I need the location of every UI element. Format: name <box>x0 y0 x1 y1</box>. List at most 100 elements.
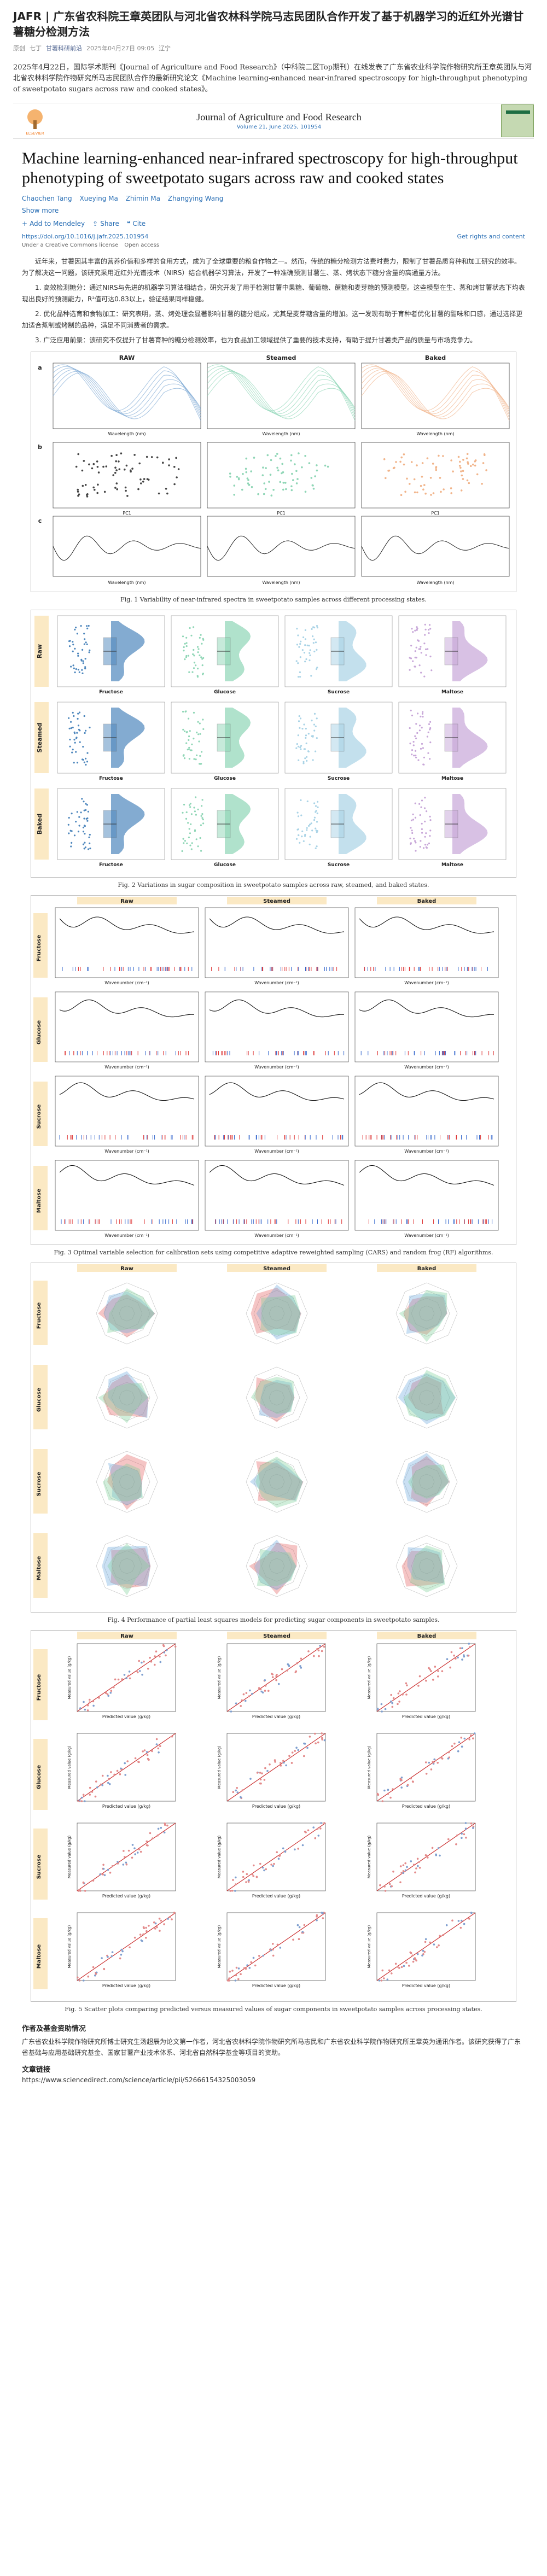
jitter-point <box>423 675 426 677</box>
pca-point <box>413 478 416 481</box>
scatter-point <box>251 1873 254 1876</box>
doi-link[interactable]: https://doi.org/10.1016/j.jafr.2025.1019… <box>22 233 149 240</box>
jitter-point <box>191 743 193 745</box>
radar-series <box>257 1549 296 1586</box>
jitter-point <box>83 801 85 803</box>
sugar-label: Glucose <box>214 690 236 695</box>
scatter-point <box>151 1750 153 1753</box>
radar-grid <box>269 1474 285 1490</box>
jitter-point <box>185 642 188 644</box>
x-axis-label: Wavenumber (cm⁻¹) <box>404 980 449 985</box>
scatter-point <box>297 1749 299 1751</box>
cite-button[interactable]: ❝ Cite <box>126 220 146 227</box>
pca-point <box>459 460 461 463</box>
license-link[interactable]: Under a Creative Commons license <box>22 242 119 248</box>
scatter-point <box>447 1757 450 1760</box>
jitter-point <box>68 816 70 819</box>
scatter-point <box>232 1791 235 1793</box>
jitter-point <box>298 715 300 717</box>
spectrum-line <box>53 364 201 421</box>
jitter-point <box>419 814 421 816</box>
violin-shape <box>111 708 145 768</box>
doi-row: https://doi.org/10.1016/j.jafr.2025.1019… <box>22 233 525 240</box>
jitter-point <box>72 641 74 643</box>
pca-point <box>482 462 485 464</box>
jitter-point <box>188 758 190 760</box>
pca-point <box>400 456 403 459</box>
scatter-point <box>397 1703 399 1705</box>
pca-point <box>131 468 133 470</box>
journal-volume[interactable]: Volume 21, June 2025, 101954 <box>236 124 322 130</box>
scatter-point <box>235 1789 237 1792</box>
fit-line <box>77 1733 176 1802</box>
pca-point <box>282 471 284 474</box>
plot-frame <box>55 1076 199 1147</box>
fit-line <box>376 1643 476 1712</box>
mendeley-button[interactable]: + Add to Mendeley <box>22 220 85 227</box>
show-more-link[interactable]: Show more <box>22 207 59 214</box>
jitter-point <box>183 646 185 649</box>
radar-chart <box>246 1282 308 1345</box>
share-button[interactable]: ⇪ Share <box>92 220 119 227</box>
radar-series <box>403 1370 456 1421</box>
radar-grid <box>418 1305 435 1322</box>
article-url[interactable]: https://www.sciencedirect.com/science/ar… <box>22 2076 256 2084</box>
jitter-point <box>297 828 299 831</box>
scatter-point <box>275 1679 277 1681</box>
scatter-point <box>254 1964 257 1967</box>
jitter-point <box>70 721 72 723</box>
violin-shape <box>339 708 366 768</box>
scatter-point <box>450 1651 453 1654</box>
jitter-point <box>409 669 411 671</box>
scatter-point <box>384 1890 387 1892</box>
scatter-point <box>261 1772 263 1774</box>
plot-frame <box>207 363 356 429</box>
scatter-point <box>89 1794 91 1796</box>
jitter-point <box>316 845 318 848</box>
y-axis-label: Measured value (g/kg) <box>367 1925 371 1968</box>
account-link[interactable]: 甘薯科研前沿 <box>46 45 82 52</box>
jitter-point <box>199 837 201 839</box>
rights-link[interactable]: Get rights and content <box>457 233 525 240</box>
jitter-point <box>201 664 203 667</box>
jitter-point <box>304 661 306 663</box>
author-link[interactable]: Xueying Ma <box>79 195 118 202</box>
scatter-point <box>165 1654 167 1657</box>
scatter-plot: Predicted value (g/kg) Measured value (g/… <box>67 1912 176 1988</box>
scatter-point <box>294 1848 296 1851</box>
scatter-point <box>438 1944 440 1947</box>
scatter-point <box>467 1655 470 1657</box>
jitter-point <box>82 662 84 664</box>
scatter-point <box>133 1936 136 1939</box>
author-link[interactable]: Zhangying Wang <box>167 195 224 202</box>
author-link[interactable]: Chaochen Tang <box>22 195 72 202</box>
pca-point <box>416 491 418 494</box>
jitter-point <box>301 830 304 832</box>
scatter-point <box>158 1918 161 1920</box>
pca-point <box>295 482 298 484</box>
variable-selection-plot: Wavenumber (cm⁻¹) <box>55 1160 199 1238</box>
journal-name[interactable]: Journal of Agriculture and Food Research <box>196 112 362 122</box>
scatter-plot: Predicted value (g/kg) Measured value (g/… <box>367 1732 476 1809</box>
jitter-point <box>202 657 205 659</box>
pca-point <box>97 483 99 486</box>
jitter-point <box>88 624 90 627</box>
pca-point <box>114 471 117 474</box>
pca-point <box>485 469 487 471</box>
pca-point <box>314 475 316 477</box>
scatter-point <box>232 1879 234 1881</box>
scatter-point <box>447 1751 450 1754</box>
scatter-point <box>229 1970 231 1973</box>
jitter-point <box>307 733 310 735</box>
pca-point <box>466 453 469 455</box>
jitter-point <box>299 643 301 645</box>
jitter-point <box>425 648 427 651</box>
scatter-point <box>291 1751 294 1754</box>
scatter-point <box>451 1745 453 1748</box>
jitter-point <box>429 741 432 744</box>
plot-frame <box>55 1160 199 1231</box>
jitter-point <box>80 659 83 662</box>
author-link[interactable]: Zhimin Ma <box>125 195 160 202</box>
radar-grid <box>418 1558 435 1574</box>
spectrum-line <box>59 1082 195 1101</box>
